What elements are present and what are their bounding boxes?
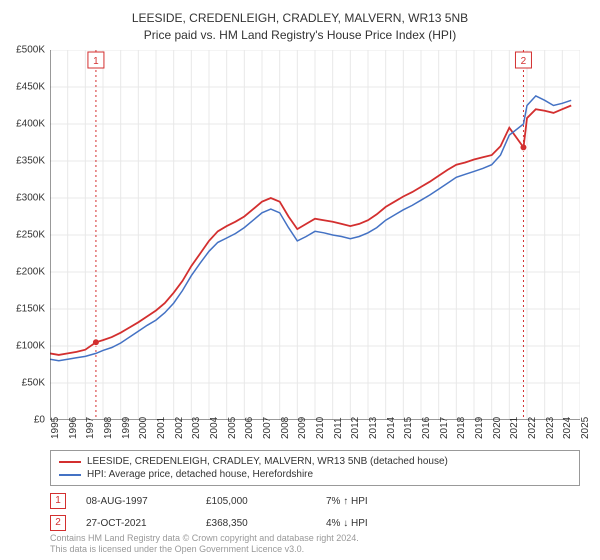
x-tick-label: 2022 [527,417,538,439]
y-tick-label: £100K [16,341,45,352]
x-tick-label: 2008 [280,417,291,439]
y-tick-label: £350K [16,156,45,167]
svg-text:1: 1 [93,56,99,67]
svg-text:2: 2 [521,56,527,67]
marker-price: £368,350 [206,518,306,529]
legend-label: HPI: Average price, detached house, Here… [87,469,313,480]
y-tick-label: £200K [16,267,45,278]
marker-price: £105,000 [206,496,306,507]
x-tick-label: 2003 [191,417,202,439]
marker-date: 08-AUG-1997 [86,496,186,507]
x-tick-label: 2019 [474,417,485,439]
x-tick-label: 2011 [333,417,344,439]
y-tick-label: £0 [34,415,45,426]
legend: LEESIDE, CREDENLEIGH, CRADLEY, MALVERN, … [50,450,580,486]
legend-item-2: HPI: Average price, detached house, Here… [59,468,571,481]
marker-delta: 7% ↑ HPI [326,496,426,507]
x-tick-label: 2001 [156,417,167,439]
x-tick-label: 2004 [209,417,220,439]
chart-container: LEESIDE, CREDENLEIGH, CRADLEY, MALVERN, … [0,0,600,560]
x-tick-label: 2014 [386,417,397,439]
marker-row-1: 1 08-AUG-1997 £105,000 7% ↑ HPI [50,490,580,512]
x-tick-label: 2020 [492,417,503,439]
x-tick-label: 2017 [439,417,450,439]
x-tick-label: 2009 [297,417,308,439]
x-tick-label: 1997 [85,417,96,439]
marker-date: 27-OCT-2021 [86,518,186,529]
legend-label: LEESIDE, CREDENLEIGH, CRADLEY, MALVERN, … [87,456,448,467]
x-tick-label: 2015 [403,417,414,439]
legend-swatch [59,461,81,463]
y-tick-label: £150K [16,304,45,315]
footer-attribution: Contains HM Land Registry data © Crown c… [50,533,359,556]
x-tick-label: 2021 [509,417,520,439]
x-tick-label: 2006 [244,417,255,439]
x-tick-label: 1999 [121,417,132,439]
x-tick-label: 2025 [580,417,591,439]
x-tick-label: 1998 [103,417,114,439]
footer-line-1: Contains HM Land Registry data © Crown c… [50,533,359,545]
chart-title: LEESIDE, CREDENLEIGH, CRADLEY, MALVERN, … [0,0,600,44]
x-tick-label: 2002 [174,417,185,439]
x-tick-label: 2005 [227,417,238,439]
y-tick-label: £450K [16,82,45,93]
y-tick-label: £250K [16,230,45,241]
y-tick-label: £300K [16,193,45,204]
x-tick-label: 2010 [315,417,326,439]
marker-delta: 4% ↓ HPI [326,518,426,529]
x-tick-label: 1996 [68,417,79,439]
y-tick-label: £500K [16,45,45,56]
x-tick-label: 2018 [456,417,467,439]
plot-area: 12 £0£50K£100K£150K£200K£250K£300K£350K£… [50,50,580,420]
y-tick-label: £50K [22,378,45,389]
legend-swatch [59,474,81,476]
marker-badge: 1 [50,493,66,509]
marker-table: 1 08-AUG-1997 £105,000 7% ↑ HPI 2 27-OCT… [50,490,580,534]
x-tick-label: 2016 [421,417,432,439]
marker-badge: 2 [50,515,66,531]
y-tick-label: £400K [16,119,45,130]
x-tick-label: 2024 [562,417,573,439]
x-tick-label: 2000 [138,417,149,439]
legend-item-1: LEESIDE, CREDENLEIGH, CRADLEY, MALVERN, … [59,455,571,468]
footer-line-2: This data is licensed under the Open Gov… [50,544,359,556]
x-tick-label: 2007 [262,417,273,439]
x-tick-label: 1995 [50,417,61,439]
title-line-2: Price paid vs. HM Land Registry's House … [0,27,600,44]
x-tick-label: 2012 [350,417,361,439]
x-tick-label: 2023 [545,417,556,439]
x-tick-label: 2013 [368,417,379,439]
title-line-1: LEESIDE, CREDENLEIGH, CRADLEY, MALVERN, … [0,10,600,27]
chart-svg: 12 [50,50,580,420]
marker-row-2: 2 27-OCT-2021 £368,350 4% ↓ HPI [50,512,580,534]
